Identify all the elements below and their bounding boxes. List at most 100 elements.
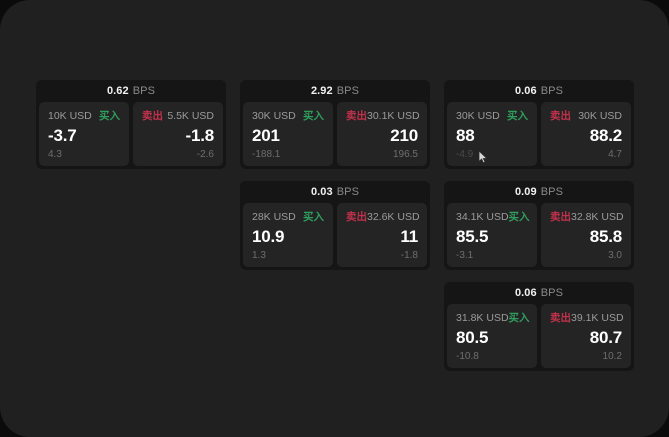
sell-side-header: 卖出 32.6K USD [346,210,420,224]
card-header: 0.09 BPS [444,181,634,203]
card-header: 0.06 BPS [444,80,634,102]
sell-size-label: 5.5K USD [167,109,214,122]
bps-unit-label: BPS [336,186,360,198]
quote-card[interactable]: 0.06 BPS 31.8K USD 买入 80.5 -10.8 卖 [444,282,634,371]
sell-action-label: 卖出 [550,312,571,324]
sell-action-label: 卖出 [142,110,163,122]
sell-side-header: 卖出 5.5K USD [142,109,214,123]
sell-price: -1.8 [185,125,215,145]
quote-board: 0.62 BPS 10K USD 买入 -3.7 4.3 卖出 [36,80,636,390]
bps-unit-label: BPS [132,85,156,97]
buy-delta: -188.1 [252,149,281,160]
buy-delta: -4.9 [456,149,474,160]
card-header: 0.62 BPS [36,80,226,102]
bps-unit-label: BPS [540,85,564,97]
buy-price: -3.7 [48,125,77,145]
buy-size-label: 28K USD [252,210,296,223]
bps-value: 2.92 [310,85,333,97]
buy-delta: -10.8 [456,351,479,362]
sell-delta: -1.8 [400,250,418,261]
buy-delta: 4.3 [48,149,62,160]
buy-size-label: 10K USD [48,109,92,122]
sell-price: 88.2 [589,125,622,145]
bps-value: 0.09 [514,186,537,198]
sell-side-panel[interactable]: 卖出 30K USD 88.2 4.7 [541,102,631,166]
sell-size-label: 32.8K USD [571,210,624,223]
sell-delta: 3.0 [608,250,622,261]
bps-value: 0.06 [514,287,537,299]
sell-action-label: 卖出 [550,110,571,122]
buy-side-header: 10K USD 买入 [48,109,120,123]
bps-value: 0.62 [106,85,129,97]
buy-side-panel[interactable]: 31.8K USD 买入 80.5 -10.8 [447,304,537,368]
sell-price: 210 [390,125,418,145]
buy-action-label: 买入 [99,110,120,122]
buy-size-label: 30K USD [252,109,296,122]
buy-side-panel[interactable]: 30K USD 买入 201 -188.1 [243,102,333,166]
buy-price: 201 [252,125,280,145]
buy-price: 88 [456,125,475,145]
card-body: 30K USD 买入 201 -188.1 卖出 30.1K USD 210 1… [240,102,430,169]
buy-side-panel[interactable]: 34.1K USD 买入 85.5 -3.1 [447,203,537,267]
sell-side-panel[interactable]: 卖出 32.8K USD 85.8 3.0 [541,203,631,267]
sell-side-header: 卖出 30K USD [550,109,622,123]
card-header: 2.92 BPS [240,80,430,102]
sell-side-panel[interactable]: 卖出 32.6K USD 11 -1.8 [337,203,427,267]
sell-side-header: 卖出 30.1K USD [346,109,420,123]
buy-price: 85.5 [456,226,489,246]
quote-column-2: 2.92 BPS 30K USD 买入 201 -188.1 卖出 [240,80,430,270]
buy-action-label: 买入 [507,110,528,122]
buy-action-label: 买入 [303,110,324,122]
buy-size-label: 34.1K USD [456,210,509,223]
quote-card[interactable]: 2.92 BPS 30K USD 买入 201 -188.1 卖出 [240,80,430,169]
buy-side-header: 28K USD 买入 [252,210,324,224]
card-header: 0.03 BPS [240,181,430,203]
sell-side-panel[interactable]: 卖出 30.1K USD 210 196.5 [337,102,427,166]
bps-value: 0.06 [514,85,537,97]
buy-delta: -3.1 [456,250,474,261]
sell-delta: 4.7 [608,149,622,160]
card-body: 10K USD 买入 -3.7 4.3 卖出 5.5K USD -1.8 -2.… [36,102,226,169]
sell-size-label: 30.1K USD [367,109,420,122]
sell-price: 80.7 [589,327,622,347]
bps-unit-label: BPS [336,85,360,97]
quote-card[interactable]: 0.09 BPS 34.1K USD 买入 85.5 -3.1 卖出 [444,181,634,270]
card-body: 28K USD 买入 10.9 1.3 卖出 32.6K USD 11 -1.8 [240,203,430,270]
buy-side-panel[interactable]: 30K USD 买入 88 -4.9 [447,102,537,166]
sell-delta: 10.2 [602,351,622,362]
quote-card[interactable]: 0.03 BPS 28K USD 买入 10.9 1.3 卖出 [240,181,430,270]
bps-unit-label: BPS [540,287,564,299]
sell-size-label: 39.1K USD [571,311,624,324]
bps-unit-label: BPS [540,186,564,198]
sell-side-header: 卖出 39.1K USD [550,311,624,325]
buy-price: 10.9 [252,226,285,246]
buy-delta: 1.3 [252,250,266,261]
quote-card[interactable]: 0.62 BPS 10K USD 买入 -3.7 4.3 卖出 [36,80,226,169]
buy-action-label: 买入 [508,211,530,223]
sell-price: 85.8 [589,226,622,246]
sell-action-label: 卖出 [550,211,571,223]
bps-value: 0.03 [310,186,333,198]
card-body: 31.8K USD 买入 80.5 -10.8 卖出 39.1K USD 80.… [444,304,634,371]
buy-price: 80.5 [456,327,489,347]
sell-size-label: 32.6K USD [367,210,420,223]
quote-column-3: 0.06 BPS 30K USD 买入 88 -4.9 卖出 [444,80,634,371]
sell-delta: 196.5 [392,149,418,160]
card-header: 0.06 BPS [444,282,634,304]
buy-side-panel[interactable]: 10K USD 买入 -3.7 4.3 [39,102,129,166]
sell-price: 11 [400,226,418,246]
sell-side-panel[interactable]: 卖出 39.1K USD 80.7 10.2 [541,304,631,368]
buy-side-header: 30K USD 买入 [252,109,324,123]
buy-side-header: 34.1K USD 买入 [456,210,530,224]
buy-size-label: 31.8K USD [456,311,509,324]
sell-action-label: 卖出 [346,110,367,122]
card-body: 30K USD 买入 88 -4.9 卖出 30K USD 88.2 4.7 [444,102,634,169]
sell-side-panel[interactable]: 卖出 5.5K USD -1.8 -2.6 [133,102,223,166]
quote-card[interactable]: 0.06 BPS 30K USD 买入 88 -4.9 卖出 [444,80,634,169]
buy-side-panel[interactable]: 28K USD 买入 10.9 1.3 [243,203,333,267]
card-body: 34.1K USD 买入 85.5 -3.1 卖出 32.8K USD 85.8… [444,203,634,270]
buy-action-label: 买入 [508,312,530,324]
buy-action-label: 买入 [303,211,324,223]
sell-action-label: 卖出 [346,211,367,223]
